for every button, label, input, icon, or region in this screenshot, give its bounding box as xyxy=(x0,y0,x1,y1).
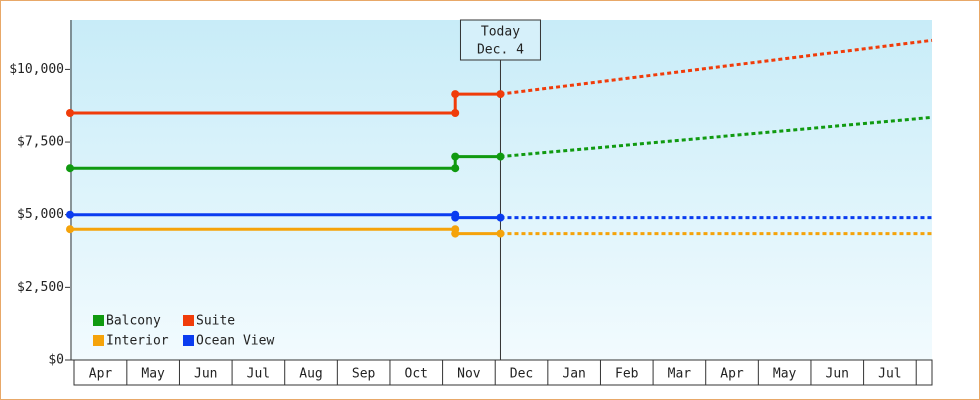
x-tick-label: Feb xyxy=(615,367,639,382)
price-point xyxy=(451,108,460,117)
x-tick-label: Jan xyxy=(562,367,585,382)
y-tick-label: $7,500 xyxy=(17,135,64,150)
today-label: Today xyxy=(481,25,520,40)
y-tick-label: $0 xyxy=(48,353,64,368)
price-point xyxy=(451,90,460,99)
legend-label: Interior xyxy=(106,334,169,349)
price-point xyxy=(66,225,74,234)
price-point xyxy=(496,229,505,238)
x-tick-label: Jul xyxy=(878,367,901,382)
x-tick-label: Jun xyxy=(826,367,849,382)
x-tick-label: Oct xyxy=(405,367,428,382)
today-date: Dec. 4 xyxy=(477,43,524,58)
legend-label: Ocean View xyxy=(196,334,274,349)
x-axis-band xyxy=(73,359,933,386)
forecast-line xyxy=(500,115,933,159)
legend-swatch xyxy=(93,335,104,346)
x-tick-label: Sep xyxy=(352,367,376,382)
price-point xyxy=(451,229,460,238)
price-point xyxy=(451,213,460,222)
x-tick-label: Jun xyxy=(194,367,217,382)
price-point xyxy=(496,213,505,222)
x-tick-label: May xyxy=(773,367,797,382)
x-tick-label: Apr xyxy=(89,367,113,382)
price-point xyxy=(451,164,460,173)
legend-swatch xyxy=(183,315,194,326)
price-line xyxy=(70,92,501,115)
x-tick-label: Nov xyxy=(457,367,481,382)
x-tick-label: Aug xyxy=(299,367,322,382)
price-point xyxy=(66,210,74,219)
price-point xyxy=(66,164,74,173)
x-tick-label: Mar xyxy=(668,367,692,382)
plot-area xyxy=(70,20,932,360)
legend-label: Balcony xyxy=(106,314,161,329)
today-box xyxy=(459,19,541,61)
legend-swatch xyxy=(93,315,104,326)
price-point xyxy=(496,152,505,161)
y-tick-label: $2,500 xyxy=(17,280,64,295)
price-point xyxy=(66,108,74,117)
price-point xyxy=(451,152,460,161)
price-line xyxy=(70,155,501,170)
y-tick-label: $5,000 xyxy=(17,207,64,222)
x-tick-label: Dec xyxy=(510,367,533,382)
legend-swatch xyxy=(183,335,194,346)
x-tick-label: Apr xyxy=(720,367,744,382)
y-tick-label: $10,000 xyxy=(9,62,64,77)
x-tick-label: Jul xyxy=(247,367,270,382)
x-tick-label: May xyxy=(141,367,165,382)
forecast-line xyxy=(500,38,933,96)
price-point xyxy=(496,90,505,99)
legend-label: Suite xyxy=(196,314,235,329)
